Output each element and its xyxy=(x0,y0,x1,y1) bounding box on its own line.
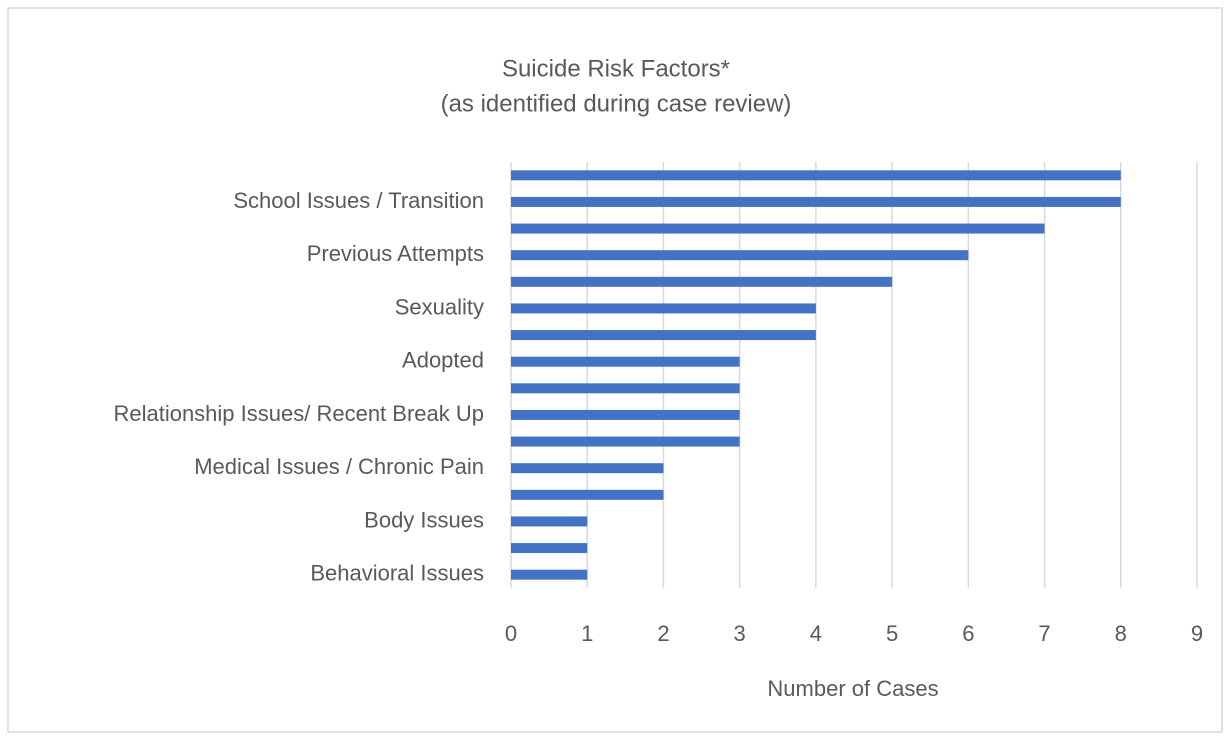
y-tick-label: Relationship Issues/ Recent Break Up xyxy=(113,401,484,426)
x-tick-label: 8 xyxy=(1115,621,1127,646)
x-tick-label: 5 xyxy=(886,621,898,646)
bar xyxy=(511,436,740,447)
y-tick-label: Medical Issues / Chronic Pain xyxy=(194,454,484,479)
chart-frame xyxy=(7,7,1223,733)
bar xyxy=(511,356,740,367)
bar xyxy=(511,489,664,500)
x-tick-label: 2 xyxy=(657,621,669,646)
bar xyxy=(511,330,816,341)
bar xyxy=(511,383,740,394)
x-tick-label: 4 xyxy=(810,621,822,646)
bar xyxy=(511,276,893,287)
y-tick-label: Behavioral Issues xyxy=(310,561,484,586)
y-tick-label: School Issues / Transition xyxy=(233,188,484,213)
bar xyxy=(511,516,588,527)
bar xyxy=(511,223,1045,234)
bar xyxy=(511,303,816,314)
x-tick-label: 1 xyxy=(581,621,593,646)
chart-subtitle: (as identified during case review) xyxy=(441,90,792,117)
x-axis-title: Number of Cases xyxy=(767,676,938,701)
y-tick-label: Previous Attempts xyxy=(307,241,484,266)
bar xyxy=(511,463,664,474)
bar xyxy=(511,543,588,554)
bar xyxy=(511,409,740,420)
x-tick-label: 7 xyxy=(1038,621,1050,646)
x-tick-label: 3 xyxy=(734,621,746,646)
y-tick-label: Body Issues xyxy=(364,507,484,532)
bar xyxy=(511,170,1121,181)
bar xyxy=(511,196,1121,207)
y-tick-label: Sexuality xyxy=(395,294,484,319)
x-tick-label: 9 xyxy=(1191,621,1203,646)
x-tick-label: 6 xyxy=(962,621,974,646)
x-tick-label: 0 xyxy=(505,621,517,646)
chart-title: Suicide Risk Factors* xyxy=(502,55,730,82)
bar xyxy=(511,250,969,261)
y-tick-label: Adopted xyxy=(402,348,484,373)
bar xyxy=(511,569,588,580)
